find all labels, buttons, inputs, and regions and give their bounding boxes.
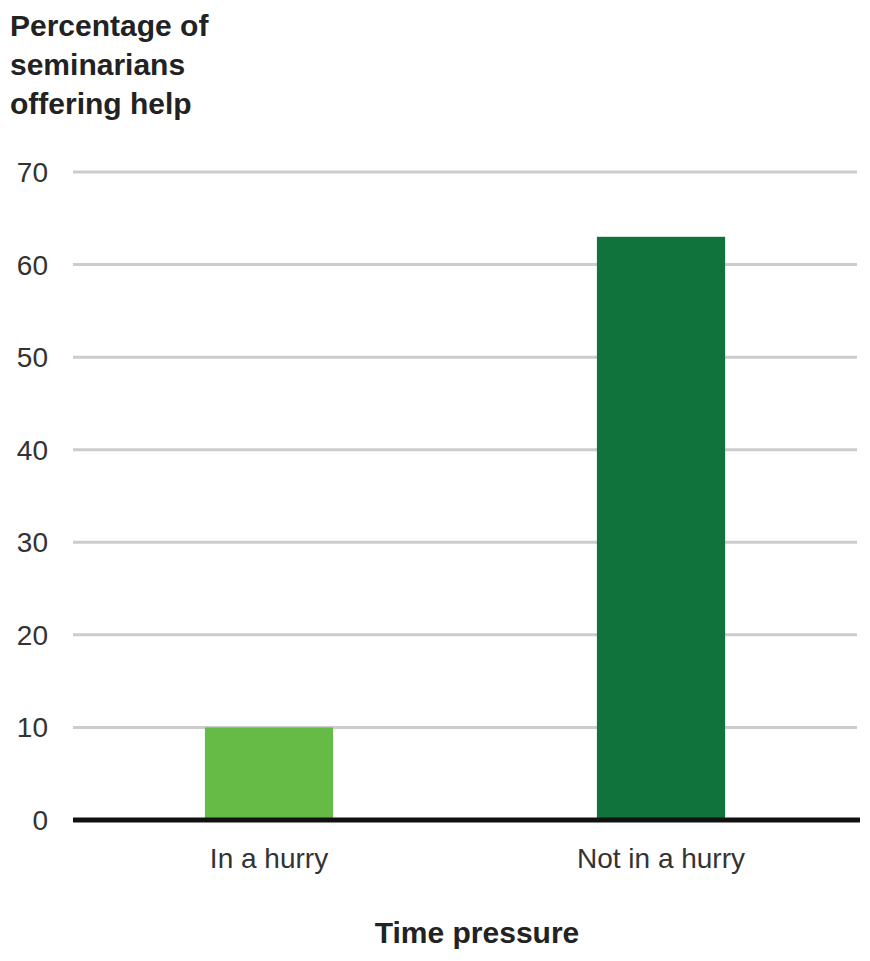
y-tick-label: 50 <box>17 342 48 373</box>
x-tick-label: Not in a hurry <box>577 843 745 874</box>
grid-line <box>73 356 857 359</box>
bar <box>205 727 333 820</box>
y-tick-label: 10 <box>17 712 48 743</box>
y-tick-label: 60 <box>17 250 48 281</box>
grid-line <box>73 541 857 544</box>
y-tick-label: 30 <box>17 527 48 558</box>
grid-line <box>73 171 857 174</box>
grid-line <box>73 633 857 636</box>
grid-line <box>73 263 857 266</box>
y-tick-label: 0 <box>32 805 48 836</box>
y-tick-label: 20 <box>17 620 48 651</box>
y-axis-title: Percentage of seminarians offering help <box>10 6 260 123</box>
grid-line <box>73 448 857 451</box>
y-tick-label: 70 <box>17 157 48 188</box>
grid-line <box>73 726 857 729</box>
bar <box>597 237 725 820</box>
x-axis-title: Time pressure <box>375 916 580 949</box>
x-tick-label: In a hurry <box>210 843 328 874</box>
y-tick-label: 40 <box>17 435 48 466</box>
bars <box>205 237 725 820</box>
chart: 0 10 20 30 40 50 60 70 In a hurry Not in a hurry T… <box>0 0 870 961</box>
x-axis <box>73 818 860 823</box>
